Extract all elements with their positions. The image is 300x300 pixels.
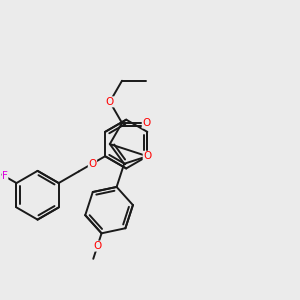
Text: O: O: [88, 159, 97, 169]
Text: O: O: [93, 241, 101, 251]
Text: F: F: [2, 171, 8, 181]
Text: O: O: [143, 151, 152, 161]
Text: O: O: [142, 118, 151, 128]
Text: O: O: [106, 97, 114, 107]
